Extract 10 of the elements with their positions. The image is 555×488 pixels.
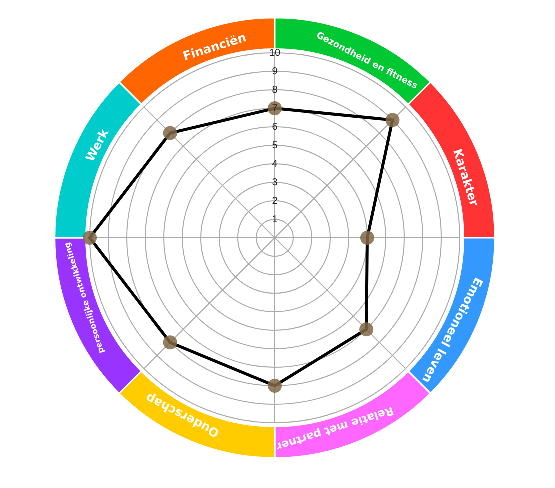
y-tick-label: 6: [272, 122, 278, 133]
y-tick-label: 10: [269, 48, 281, 59]
y-tick-label: 2: [272, 196, 278, 207]
y-tick-label: 5: [272, 140, 278, 152]
y-tick-label: 7: [272, 103, 278, 114]
y-tick-label: 1: [272, 214, 278, 226]
y-tick-label: 3: [272, 177, 278, 188]
y-tick-label: 4: [272, 158, 278, 170]
y-tick-label: 9: [272, 66, 278, 78]
y-tick-label: 8: [272, 84, 278, 96]
